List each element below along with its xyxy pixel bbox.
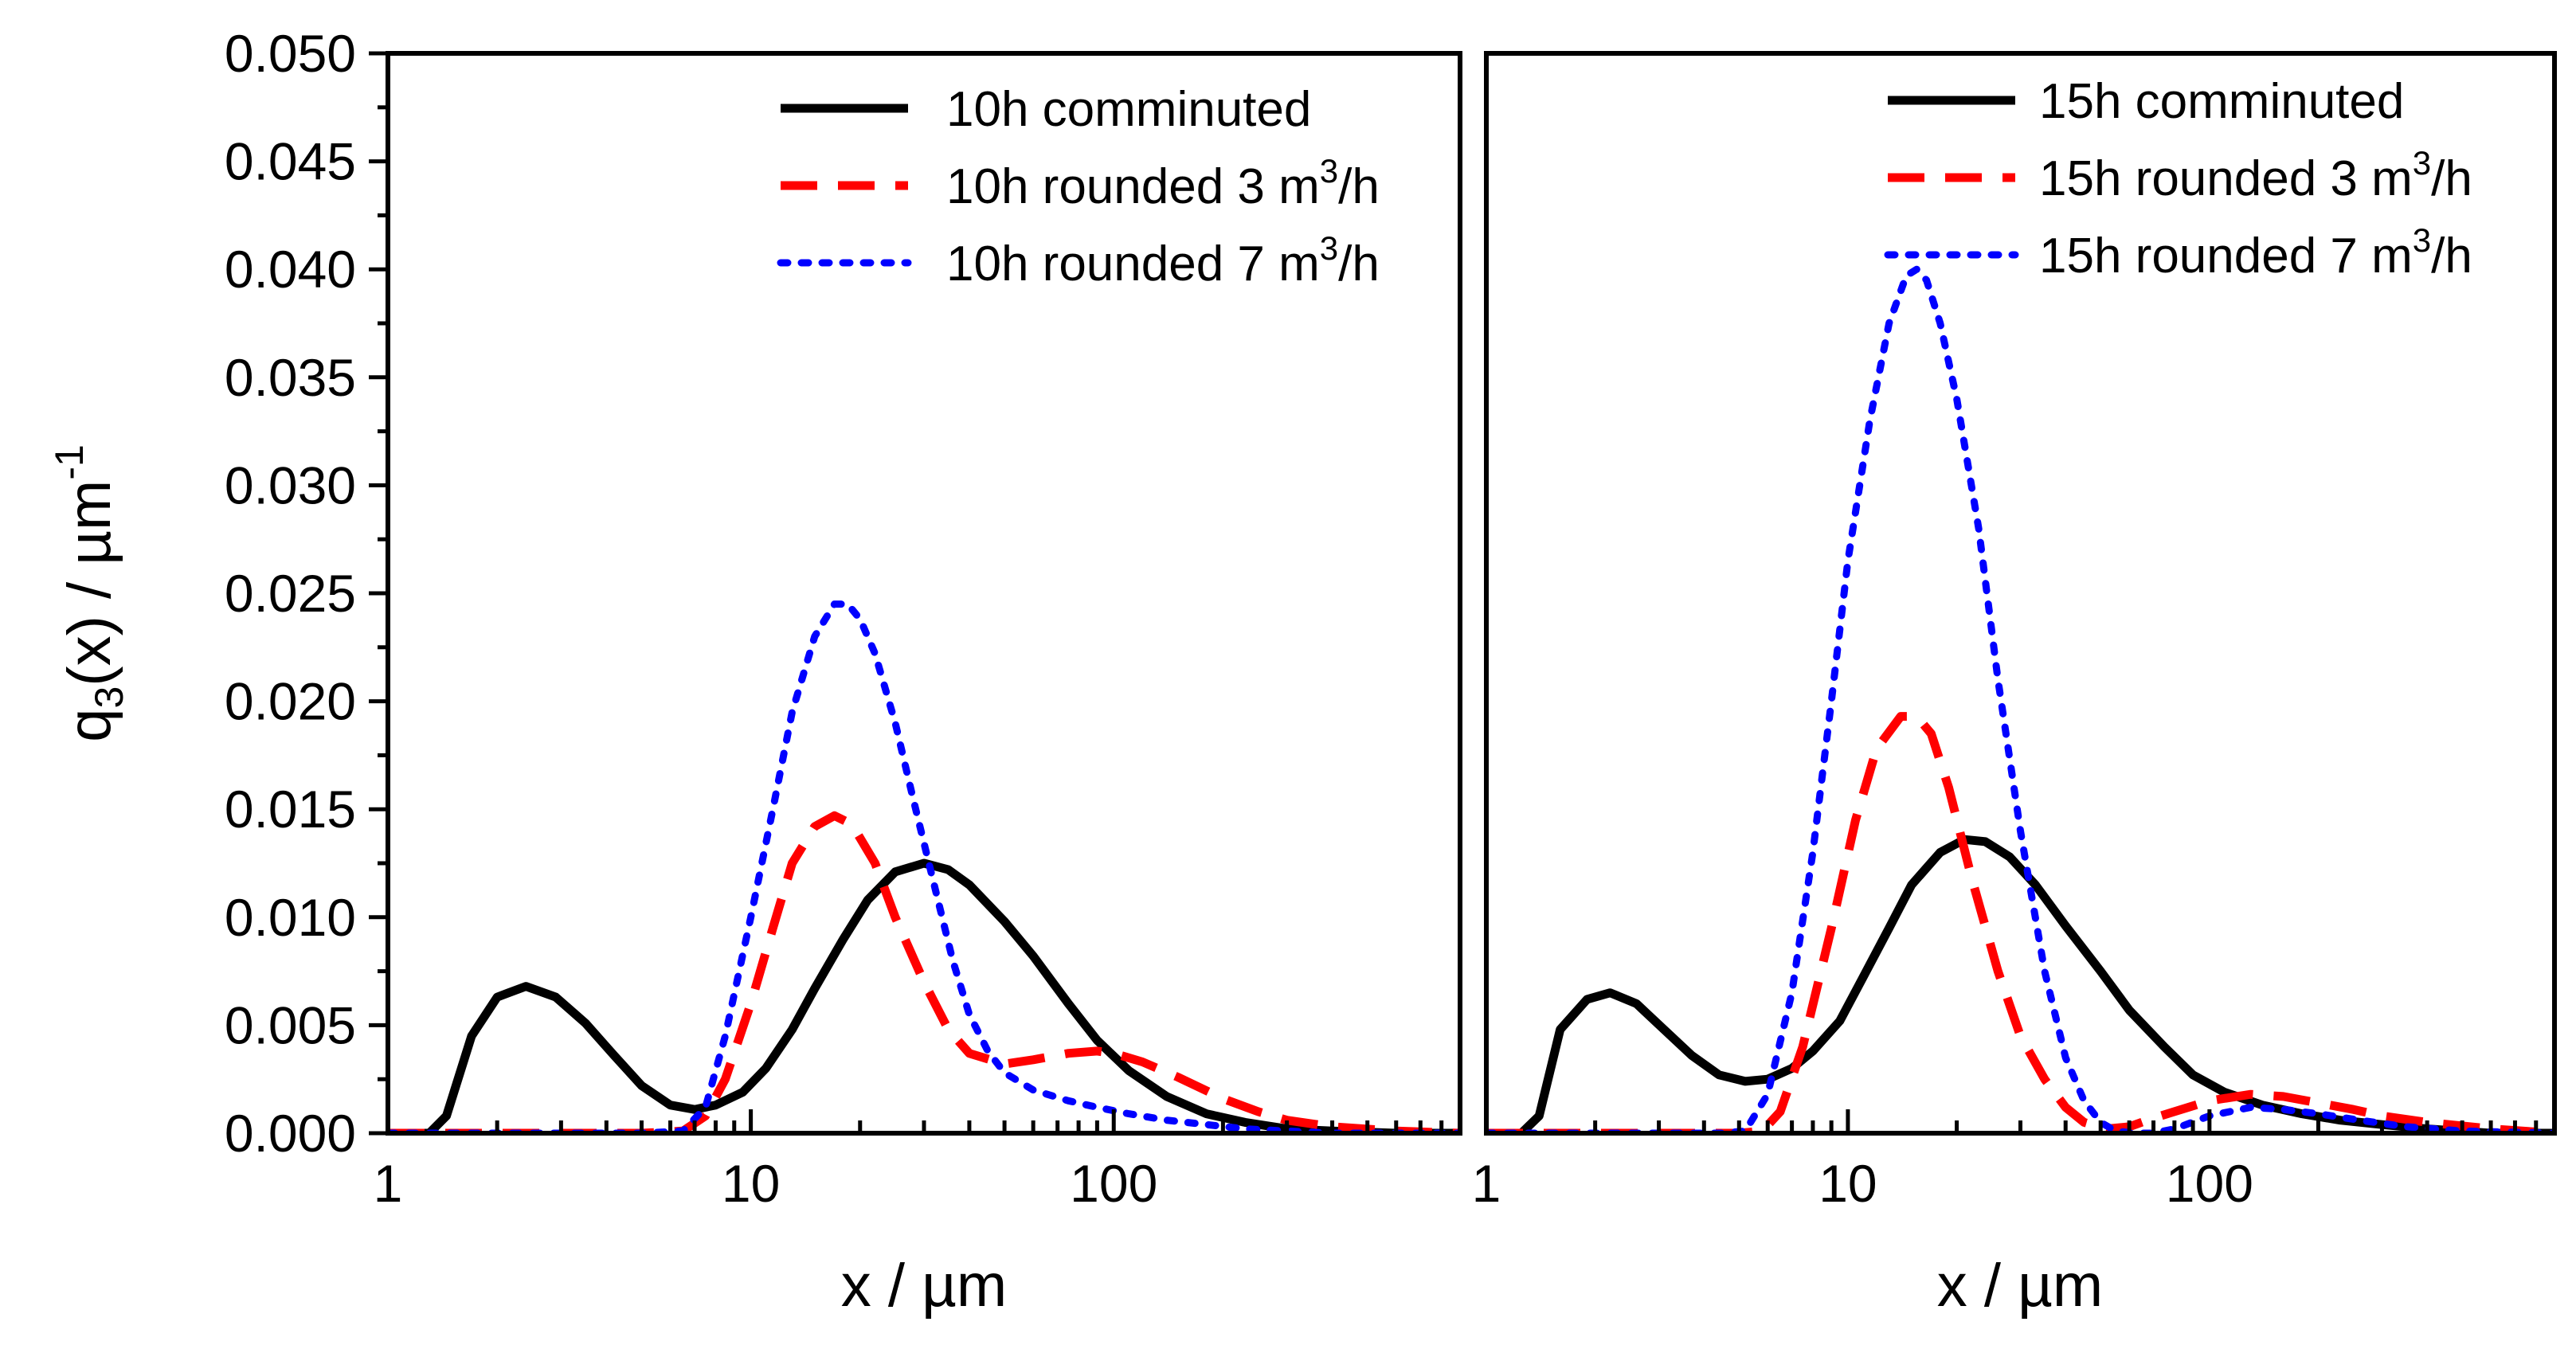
y-tick-label: 0.000 [225,1104,356,1163]
y-axis-title-main: q [56,709,123,742]
right-x-axis-title: x / µm [1937,1252,2103,1320]
left-x-axis-title: x / µm [841,1252,1007,1320]
y-tick-label: 0.005 [225,995,356,1054]
right-plot-frame [1484,51,2557,1136]
right-x-tick-label: 10 [1818,1154,1877,1213]
y-tick-label: 0.035 [225,348,356,407]
left-legend-label: 10h rounded 3 m3/h [946,152,1380,214]
y-axis-title: q3(x) / µm-1 [47,444,131,742]
y-axis-title-rest: (x) / µm [56,480,123,686]
right-legend-label: 15h rounded 3 m3/h [2039,144,2472,206]
left-series-solid-line [388,858,1460,1133]
right-x-axis-ticks: 1 10 100 [1472,1109,2557,1213]
left-x-tick-label: 100 [1070,1154,1157,1213]
right-legend-label: 15h rounded 7 m3/h [2039,221,2472,283]
y-tick-label: 0.015 [225,780,356,839]
left-legend-label: 10h comminuted [946,82,1311,137]
right-panel: 1 10 100 x / µm 15h comminuted 15h rounded … [1472,51,2557,1320]
left-x-axis-ticks: 1 10 100 [374,1109,1462,1213]
y-tick-label: 0.010 [225,888,356,947]
y-tick-label: 0.040 [225,240,356,299]
right-legend: 15h comminuted 15h rounded 3 m3/h 15h roun… [1884,74,2472,283]
left-legend: 10h comminuted 10h rounded 3 m3/h 10h roun… [777,82,1380,291]
right-x-tick-label: 100 [2166,1154,2253,1213]
left-y-axis-ticks: 0.000 0.005 0.010 0.015 0.020 0.025 0.030 0.035… [225,24,388,1163]
right-x-tick-label: 1 [1472,1154,1501,1213]
left-panel: 1 10 100 0.0000.0050.0100.0150.0200.0250.0… [47,24,1462,1320]
right-legend-label: 15h comminuted [2039,74,2404,129]
left-x-tick-label: 1 [374,1154,403,1213]
right-series-solid-line [1486,835,2554,1133]
right-series-dashed-line [1486,712,2554,1133]
left-series-dashed-line [388,811,1460,1133]
left-plot-frame [386,51,1462,1136]
left-plot-area [388,600,1460,1133]
left-legend-label: 10h rounded 7 m3/h [946,229,1380,291]
left-series-dotted-line [388,600,1460,1133]
y-axis-title-subscript: 3 [87,686,131,709]
right-plot-area [1486,265,2554,1133]
y-axis-title-superscript: -1 [47,444,92,479]
y-tick-label: 0.045 [225,132,356,191]
y-tick-label: 0.030 [225,456,356,514]
y-tick-label: 0.025 [225,564,356,623]
left-x-tick-label: 10 [722,1154,780,1213]
y-tick-label: 0.020 [225,672,356,731]
y-tick-label: 0.050 [225,24,356,83]
right-series-dotted-line [1486,265,2554,1133]
